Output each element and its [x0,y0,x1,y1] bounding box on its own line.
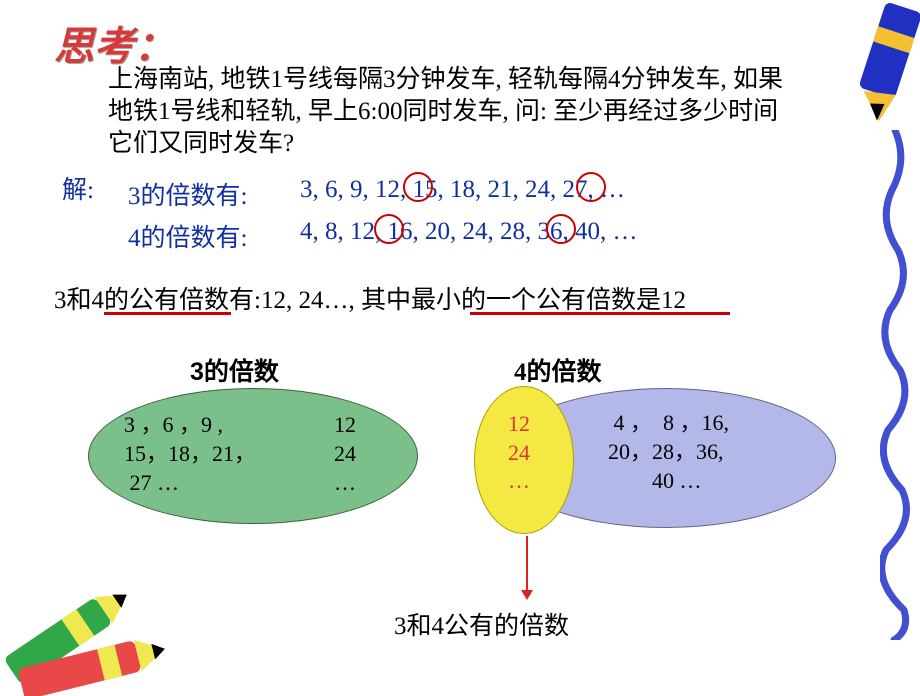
common-multiples-line: 3和4的公有倍数有:12, 24…, 其中最小的一个公有倍数是12 [54,280,686,316]
circle-highlight [546,214,576,244]
venn-3-common-values: 12 24 … [334,410,356,497]
underline-common [104,312,231,315]
solution-label: 解: [62,170,94,206]
intersection-label: 3和4公有的倍数 [394,606,569,642]
multiples-of-4-list: 4, 8, 12, 16, 20, 24, 28, 36, 40, … [300,218,638,246]
venn-label-4: 4的倍数 [514,352,602,388]
multiples-of-3-label: 3的倍数有: [128,176,247,212]
crayon-decoration-icon [826,0,920,124]
arrow-line [526,536,528,592]
circle-highlight [403,172,433,202]
problem-text: 上海南站, 地铁1号线每隔3分钟发车, 轻轨每隔4分钟发车, 如果地铁1号线和轻… [108,64,798,160]
venn-4-values: 4 ， 8 ，16, 20，28，36, 40 … [608,408,729,495]
circle-highlight [374,214,404,244]
underline-smallest [470,312,730,315]
zigzag-decoration-icon [880,130,910,640]
venn-intersection-values: 12 24 … [508,410,530,496]
circle-highlight [576,172,606,202]
venn-label-3: 3的倍数 [190,352,279,388]
crayons-decoration-icon [0,576,170,696]
multiples-of-4-label: 4的倍数有: [128,218,247,254]
arrow-head-icon [521,590,533,600]
venn-3-values: 3 ，6 ，9 , 15，18，21， 27 … [124,410,256,497]
